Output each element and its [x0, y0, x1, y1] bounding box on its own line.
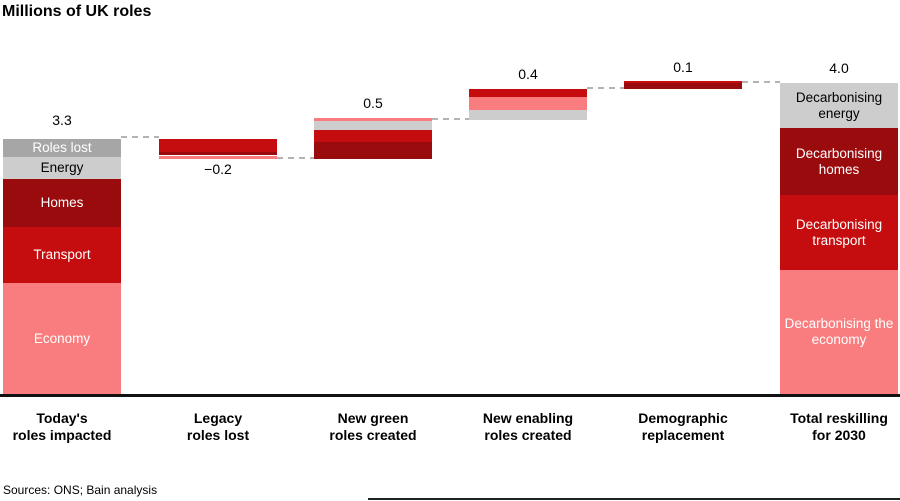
- value-label-total-reskilling-2030: 4.0: [829, 60, 849, 76]
- bar-today-roles-impacted: Roles lost Energy Homes Transport Economy: [3, 139, 121, 394]
- connector-dashed-line-3: [432, 118, 469, 120]
- bar-segment-total-reskilling-2030-decarbonising-homes: Decarbonising homes: [780, 128, 898, 195]
- bar-segment-legacy-roles-lost: [159, 152, 277, 155]
- bar-segment-total-reskilling-2030-decarbonising-the-economy: Decarbonising the economy: [780, 270, 898, 394]
- connector-dashed-line-2: [277, 157, 314, 159]
- x-axis-line: [0, 394, 900, 397]
- axis-label-legacy-roles-lost: Legacy roles lost: [186, 410, 250, 443]
- bar-legacy-roles-lost: [159, 139, 277, 159]
- bar-total-reskilling-2030: Decarbonising energy Decarbonising homes D…: [780, 83, 898, 394]
- axis-label-new-enabling-roles-created: New enabling roles created: [482, 410, 574, 443]
- bar-new-green-roles-created: [314, 118, 432, 159]
- connector-dashed-line-5: [742, 81, 780, 83]
- value-label-legacy-roles-lost: −0.2: [204, 161, 232, 177]
- bar-segment-legacy-roles-lost: [159, 139, 277, 152]
- bar-segment-demographic-replacement: [624, 81, 742, 83]
- connector-dashed-line-1: [121, 136, 159, 138]
- bar-demographic-replacement: [624, 81, 742, 89]
- bar-segment-today-roles-impacted-economy: Economy: [3, 283, 121, 394]
- axis-label-today-roles-impacted: Today's roles impacted: [12, 410, 112, 443]
- bar-segment-new-enabling-roles-created: [469, 89, 587, 97]
- chart-title: Millions of UK roles: [2, 3, 152, 20]
- bar-new-enabling-roles-created: [469, 89, 587, 120]
- value-label-new-enabling-roles-created: 0.4: [518, 66, 538, 82]
- bar-segment-legacy-roles-lost: [159, 155, 277, 156]
- value-label-new-green-roles-created: 0.5: [363, 95, 383, 111]
- bar-segment-new-enabling-roles-created: [469, 110, 587, 120]
- bar-segment-demographic-replacement: [624, 83, 742, 89]
- bottom-border-line: [368, 498, 900, 500]
- bar-segment-new-green-roles-created: [314, 121, 432, 130]
- bar-segment-new-green-roles-created: [314, 130, 432, 142]
- value-label-demographic-replacement: 0.1: [673, 59, 693, 75]
- bar-segment-today-roles-impacted-roles-lost: Roles lost: [3, 139, 121, 157]
- value-label-today-roles-impacted: 3.3: [52, 112, 72, 128]
- connector-dashed-line-4: [587, 87, 624, 89]
- bar-segment-legacy-roles-lost: [159, 156, 277, 159]
- bar-segment-new-enabling-roles-created: [469, 97, 587, 110]
- bar-segment-today-roles-impacted-transport: Transport: [3, 227, 121, 283]
- bar-segment-new-green-roles-created: [314, 118, 432, 121]
- bar-segment-total-reskilling-2030-decarbonising-transport: Decarbonising transport: [780, 195, 898, 270]
- bar-segment-today-roles-impacted-homes: Homes: [3, 179, 121, 227]
- axis-label-demographic-replacement: Demographic replacement: [638, 410, 728, 443]
- source-note: Sources: ONS; Bain analysis: [3, 483, 158, 497]
- axis-label-total-reskilling-2030: Total reskilling for 2030: [790, 410, 888, 443]
- bar-segment-total-reskilling-2030-decarbonising-energy: Decarbonising energy: [780, 83, 898, 128]
- axis-label-new-green-roles-created: New green roles created: [329, 410, 417, 443]
- bar-segment-today-roles-impacted-energy: Energy: [3, 157, 121, 179]
- bar-segment-new-green-roles-created: [314, 142, 432, 159]
